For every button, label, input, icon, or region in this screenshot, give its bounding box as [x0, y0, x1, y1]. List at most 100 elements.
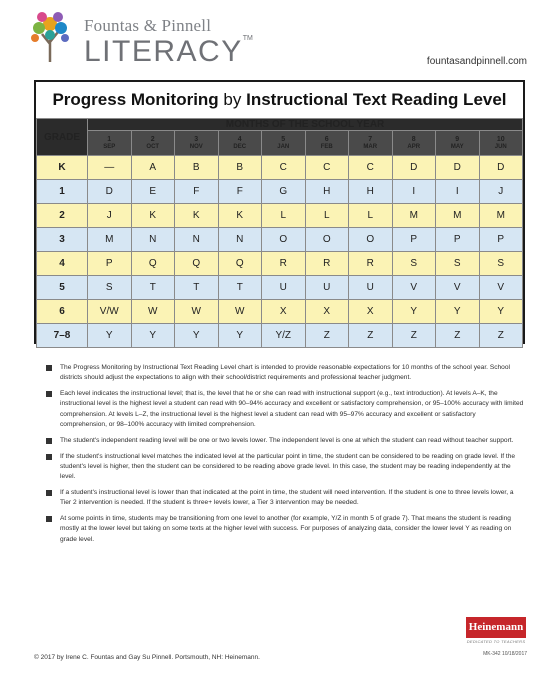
note-item: The student's independent reading level … [46, 436, 524, 446]
document-id: MK-342 10/18/2017 [483, 651, 527, 657]
level-cell: Q [130, 251, 175, 276]
month-name: NOV [189, 143, 203, 150]
level-cell: Y [87, 323, 132, 348]
level-cell: X [261, 299, 306, 324]
level-cell: D [435, 155, 480, 180]
level-cell: D [478, 155, 523, 180]
level-cell: Q [217, 251, 262, 276]
level-cell: I [435, 179, 480, 204]
level-cell: — [87, 155, 132, 180]
level-cell: K [174, 203, 219, 228]
chart-title: Progress Monitoring by Instructional Tex… [52, 90, 507, 109]
month-number: 2 [150, 135, 155, 143]
level-cell: Y [435, 299, 480, 324]
month-header-cell: 8 APR [391, 130, 436, 156]
website-link[interactable]: fountasandpinnell.com [426, 56, 527, 67]
level-cell: F [174, 179, 219, 204]
level-cell: N [130, 227, 175, 252]
level-cell: R [304, 251, 349, 276]
level-cell: H [348, 179, 393, 204]
month-name: SEP [103, 143, 116, 150]
level-cell: O [304, 227, 349, 252]
grade-label: 4 [36, 251, 88, 276]
bullet-square-icon [46, 489, 52, 496]
grade-label: 6 [36, 299, 88, 324]
level-cell: V/W [87, 299, 132, 324]
month-name: MAY [450, 143, 464, 150]
month-header-cell: 3 NOV [174, 130, 219, 156]
level-cell: W [174, 299, 219, 324]
copyright-text: © 2017 by Irene C. Fountas and Gay Su Pi… [34, 654, 260, 661]
note-text: If a student's instructional level is lo… [60, 488, 514, 507]
level-cell: J [478, 179, 523, 204]
month-name: OCT [146, 143, 160, 150]
level-cell: Z [304, 323, 349, 348]
level-cell: Q [174, 251, 219, 276]
level-cell: Y [217, 323, 262, 348]
level-cell: M [87, 227, 132, 252]
level-cell: C [261, 155, 306, 180]
level-cell: H [304, 179, 349, 204]
month-number: 8 [411, 135, 416, 143]
month-number: 4 [237, 135, 242, 143]
month-header-cell: 4 DEC [217, 130, 262, 156]
month-number: 7 [368, 135, 373, 143]
level-cell: R [348, 251, 393, 276]
month-header-cell: 6 FEB [304, 130, 349, 156]
level-cell: C [304, 155, 349, 180]
level-cell: T [130, 275, 175, 300]
level-cell: I [391, 179, 436, 204]
grade-label: K [36, 155, 88, 180]
month-header-cell: 10 JUN [478, 130, 523, 156]
grade-row: 7–8 Y Y Y Y Y/Z Z Z Z Z Z [36, 323, 523, 348]
note-text: Each level indicates the instructional l… [60, 390, 524, 428]
level-cell: S [435, 251, 480, 276]
brand-name-top: Fountas & Pinnell [84, 16, 212, 35]
level-cell: Y [478, 299, 523, 324]
level-cell: E [130, 179, 175, 204]
bullet-square-icon [46, 516, 52, 523]
month-header-cell: 2 OCT [130, 130, 175, 156]
level-cell: B [217, 155, 262, 180]
bullet-square-icon [46, 453, 52, 460]
month-name: FEB [320, 143, 333, 150]
heinemann-logo: Heinemann DEDICATED TO TEACHERS [466, 617, 526, 647]
level-cell: V [391, 275, 436, 300]
level-cell: Z [435, 323, 480, 348]
month-header-cell: 7 MAR [348, 130, 393, 156]
month-name: APR [407, 143, 421, 150]
grade-label: 3 [36, 227, 88, 252]
level-cell: P [478, 227, 523, 252]
note-text: If the student's instructional level mat… [60, 452, 516, 481]
progress-chart: Progress Monitoring by Instructional Tex… [34, 80, 525, 348]
level-cell: N [174, 227, 219, 252]
month-header-cell: 9 MAY [435, 130, 480, 156]
level-cell: A [130, 155, 175, 180]
level-cell: X [348, 299, 393, 324]
grade-label: 1 [36, 179, 88, 204]
page-header: Fountas & Pinnell LITERACYTM fountasandp… [0, 0, 559, 78]
grade-label: 2 [36, 203, 88, 228]
note-item: If the student's instructional level mat… [46, 452, 524, 483]
month-number: 5 [281, 135, 286, 143]
month-number: 6 [324, 135, 329, 143]
level-cell: V [478, 275, 523, 300]
level-cell: L [348, 203, 393, 228]
level-cell: L [304, 203, 349, 228]
level-cell: K [217, 203, 262, 228]
brand-name-main: LITERACYTM [84, 35, 253, 68]
level-cell: Y [130, 323, 175, 348]
note-text: The Progress Monitoring by Instructional… [60, 364, 510, 382]
grade-label: 5 [36, 275, 88, 300]
level-cell: L [261, 203, 306, 228]
month-name: DEC [233, 143, 247, 150]
publisher-name: Heinemann [466, 617, 526, 638]
level-cell: C [348, 155, 393, 180]
month-name: JAN [277, 143, 290, 150]
level-cell: B [174, 155, 219, 180]
level-cell: D [87, 179, 132, 204]
level-cell: O [261, 227, 306, 252]
month-name: JUN [494, 143, 507, 150]
